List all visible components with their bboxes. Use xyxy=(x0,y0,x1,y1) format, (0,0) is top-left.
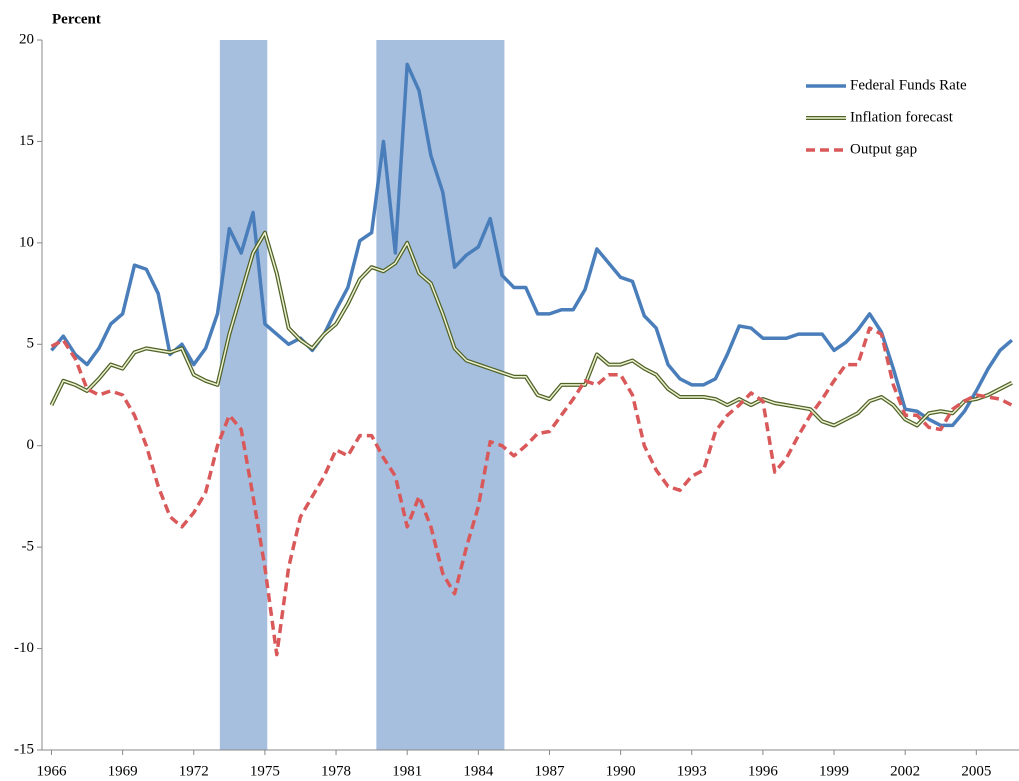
x-tick-label: 1966 xyxy=(36,763,67,779)
legend-label: Output gap xyxy=(850,141,917,157)
y-tick-label: -5 xyxy=(22,539,35,555)
x-tick-label: 2002 xyxy=(890,763,920,779)
chart-title: Percent xyxy=(52,11,101,27)
shaded-period xyxy=(376,40,505,750)
x-tick-label: 1999 xyxy=(819,763,849,779)
x-tick-label: 1978 xyxy=(321,763,351,779)
x-tick-label: 1972 xyxy=(179,763,209,779)
y-tick-label: 0 xyxy=(27,437,35,453)
y-tick-label: -10 xyxy=(14,640,34,656)
series-line xyxy=(50,326,1013,657)
y-tick-label: -15 xyxy=(14,741,34,757)
x-tick-label: 1993 xyxy=(677,763,707,779)
series-line xyxy=(50,62,1014,428)
series-line-inner xyxy=(50,231,1013,427)
x-tick-label: 1996 xyxy=(748,763,779,779)
x-tick-label: 1981 xyxy=(392,763,422,779)
x-tick-label: 1975 xyxy=(250,763,280,779)
legend-label: Inflation forecast xyxy=(850,109,954,125)
x-tick-label: 1987 xyxy=(534,763,565,779)
y-tick-label: 5 xyxy=(27,336,35,352)
y-tick-label: 10 xyxy=(19,234,34,250)
legend-label: Federal Funds Rate xyxy=(850,77,967,93)
x-tick-label: 2005 xyxy=(961,763,991,779)
y-tick-label: 15 xyxy=(19,133,34,149)
shaded-period xyxy=(219,40,268,750)
x-tick-label: 1990 xyxy=(606,763,636,779)
y-tick-label: 20 xyxy=(19,31,34,47)
x-tick-label: 1969 xyxy=(108,763,138,779)
x-tick-label: 1984 xyxy=(463,763,494,779)
